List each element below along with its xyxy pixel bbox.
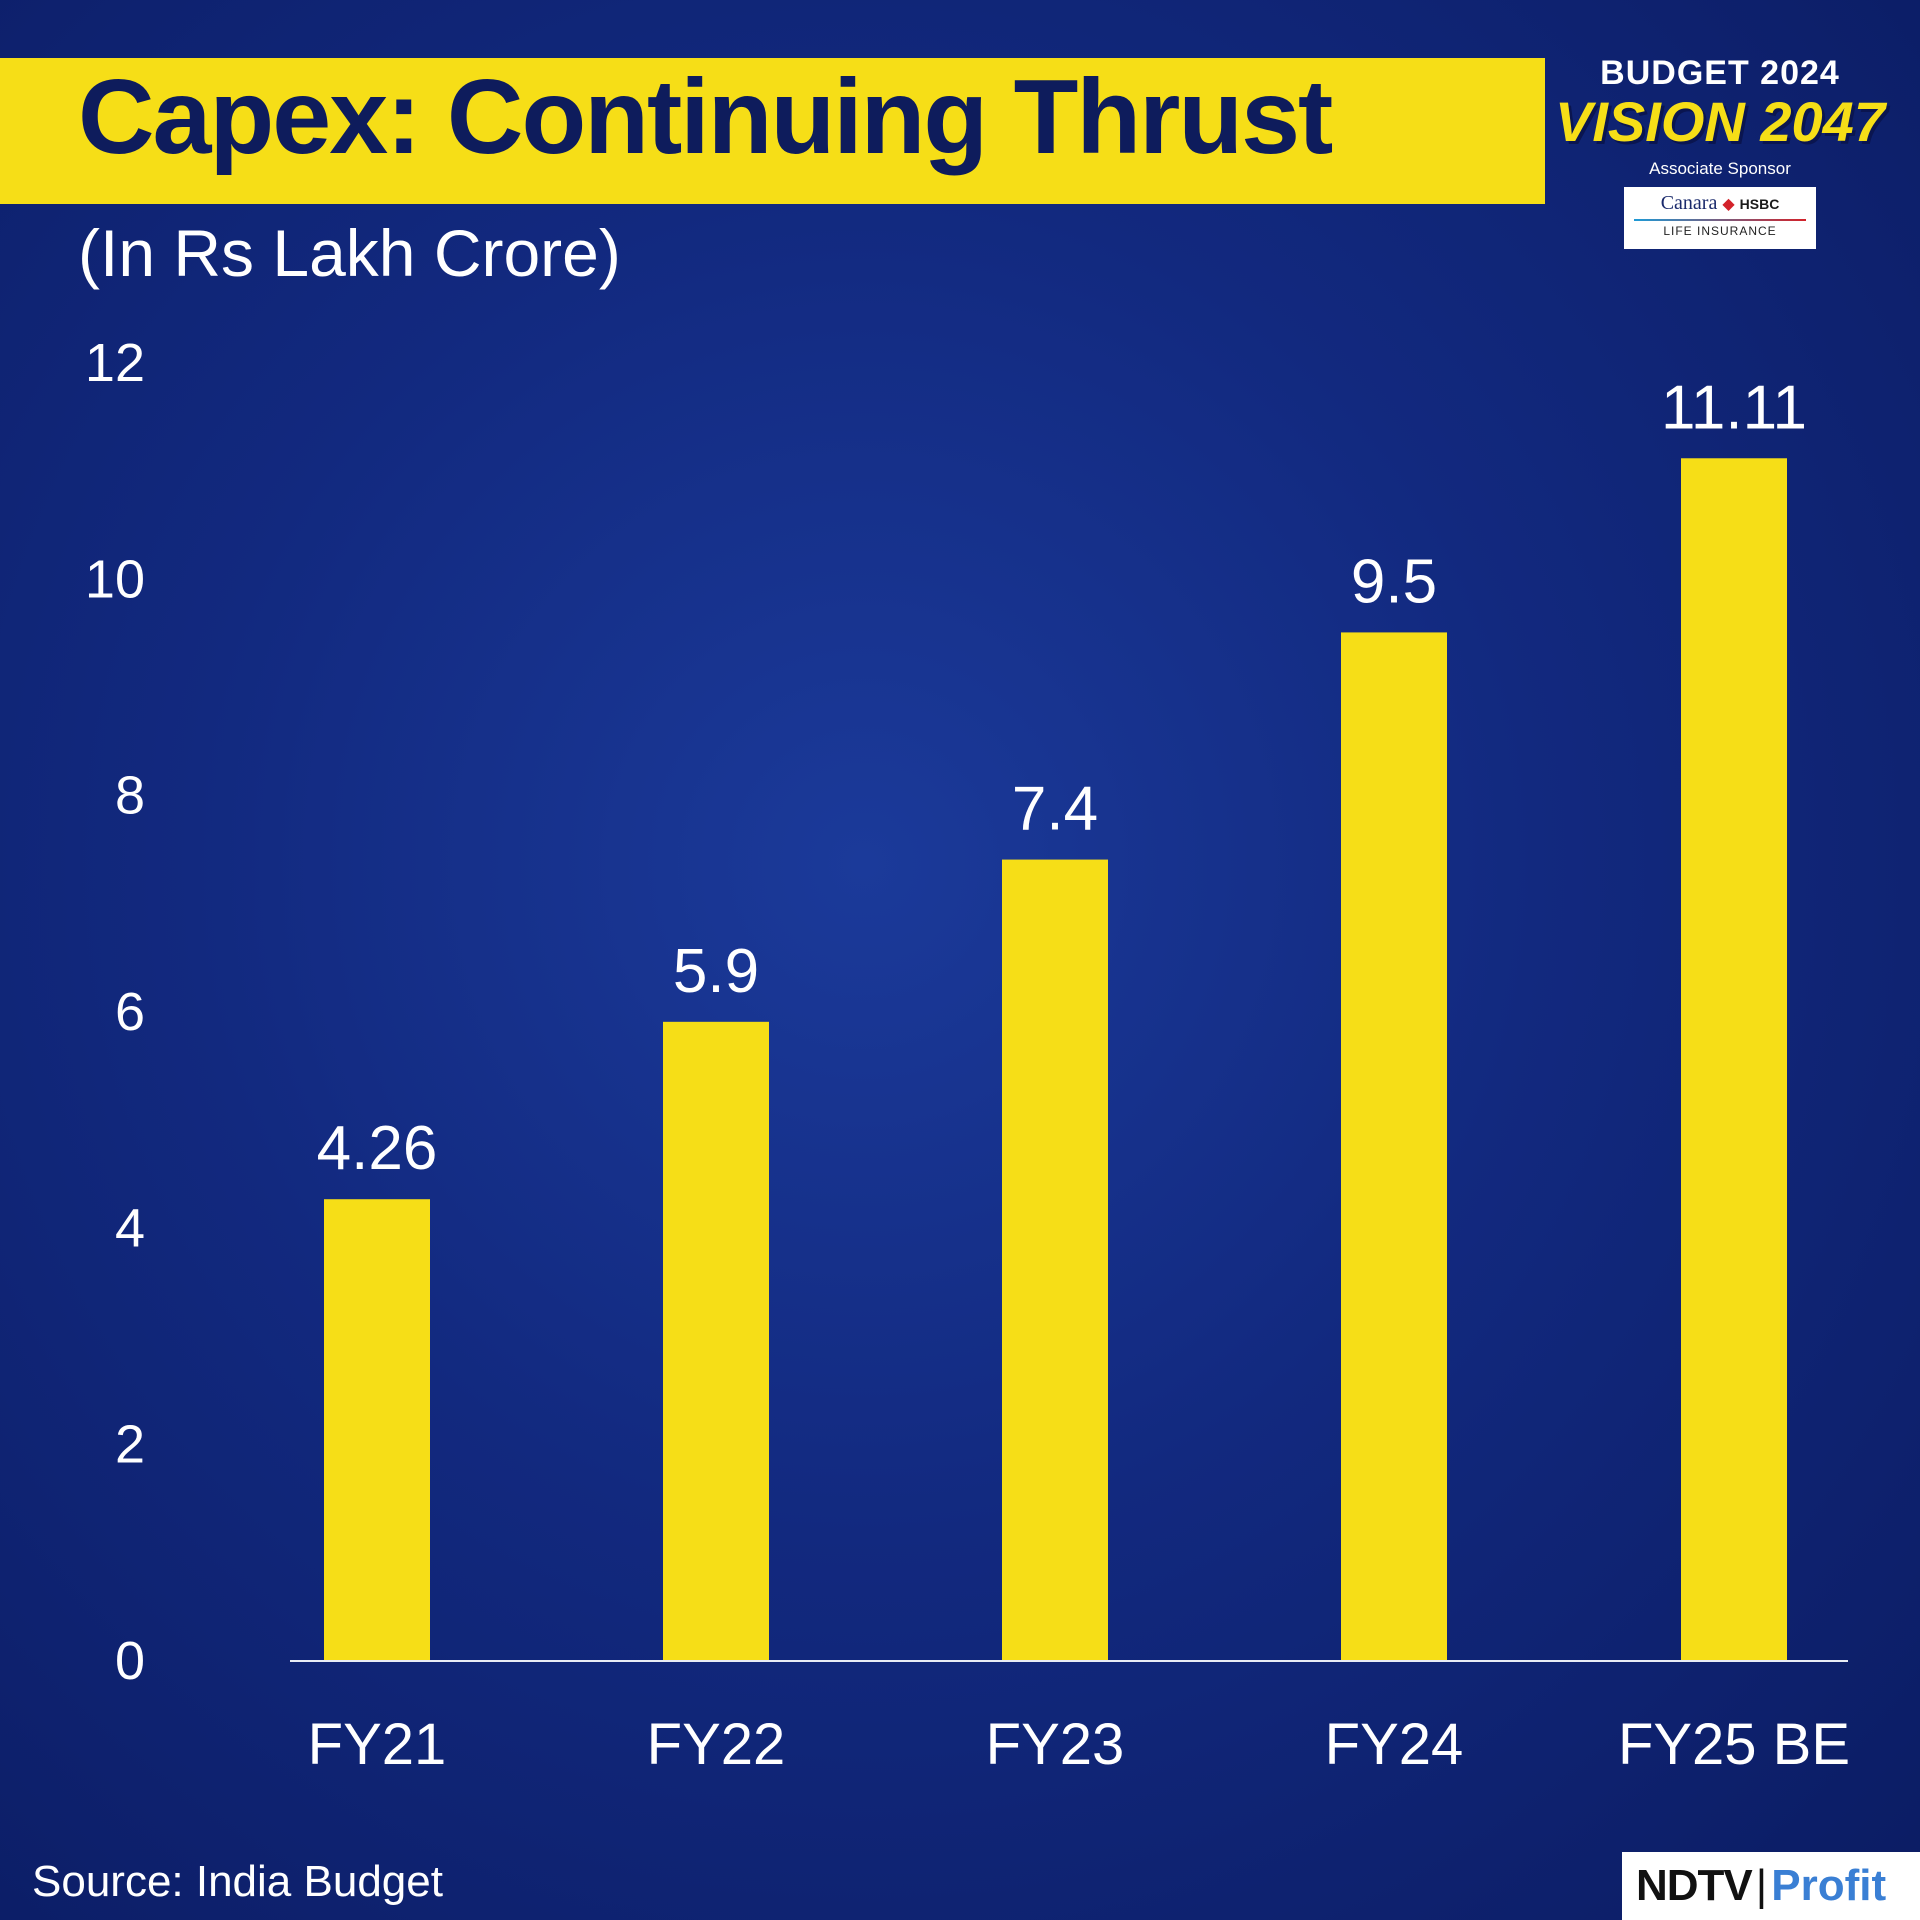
budget-label: BUDGET 2024	[1600, 54, 1840, 92]
associate-sponsor-label: Associate Sponsor	[1649, 159, 1791, 178]
data-label: 5.9	[673, 937, 759, 1006]
ndtv-text: NDTV	[1636, 1861, 1753, 1910]
x-category-label: FY25 BE	[1618, 1712, 1850, 1777]
profit-text: Profit	[1771, 1861, 1887, 1910]
brand-separator: |	[1755, 1861, 1768, 1910]
chart-title: Capex: Continuing Thrust	[78, 58, 1333, 176]
y-tick-label: 12	[85, 333, 145, 393]
sponsor-block: BUDGET 2024 VISION 2047 Associate Sponso…	[1555, 52, 1885, 252]
y-tick-label: 6	[115, 982, 145, 1042]
data-label: 11.11	[1661, 373, 1807, 442]
bar	[663, 1021, 769, 1660]
data-labels: 4.26 5.9 7.4 9.5 11.11	[317, 373, 1807, 1183]
ndtv-profit-logo: NDTV|Profit	[1622, 1852, 1920, 1920]
title-banner	[0, 58, 1545, 204]
data-label: 4.26	[317, 1114, 438, 1183]
bar	[324, 1199, 430, 1660]
bars	[324, 458, 1787, 1661]
x-axis-labels: FY21 FY22 FY23 FY24 FY25 BE	[308, 1712, 1850, 1777]
hsbc-text: HSBC	[1739, 196, 1780, 212]
vision-label: VISION 2047	[1555, 90, 1885, 153]
y-tick-label: 10	[85, 549, 145, 609]
bar	[1681, 458, 1787, 1661]
x-category-label: FY24	[1325, 1712, 1464, 1777]
x-category-label: FY21	[308, 1712, 447, 1777]
unit-subtitle: (In Rs Lakh Crore)	[78, 216, 621, 290]
x-category-label: FY23	[986, 1712, 1125, 1777]
hsbc-hexagon-icon: ◆	[1722, 196, 1735, 213]
bar	[1002, 859, 1108, 1660]
data-label: 9.5	[1351, 547, 1437, 616]
x-category-label: FY22	[647, 1712, 786, 1777]
life-insurance-text: LIFE INSURANCE	[1663, 224, 1777, 238]
y-tick-label: 0	[115, 1631, 145, 1691]
y-tick-label: 4	[115, 1198, 145, 1258]
data-label: 7.4	[1012, 775, 1098, 844]
source-note: Source: India Budget	[32, 1857, 443, 1906]
y-tick-label: 8	[115, 766, 145, 826]
canara-text: Canara	[1660, 192, 1718, 214]
y-tick-label: 2	[115, 1415, 145, 1475]
bar	[1341, 632, 1447, 1660]
sponsor-logo: Canara ◆ HSBC LIFE INSURANCE	[1624, 187, 1816, 249]
sponsor-divider	[1634, 219, 1806, 221]
y-axis-ticks: 0 2 4 6 8 10 12	[85, 333, 145, 1691]
